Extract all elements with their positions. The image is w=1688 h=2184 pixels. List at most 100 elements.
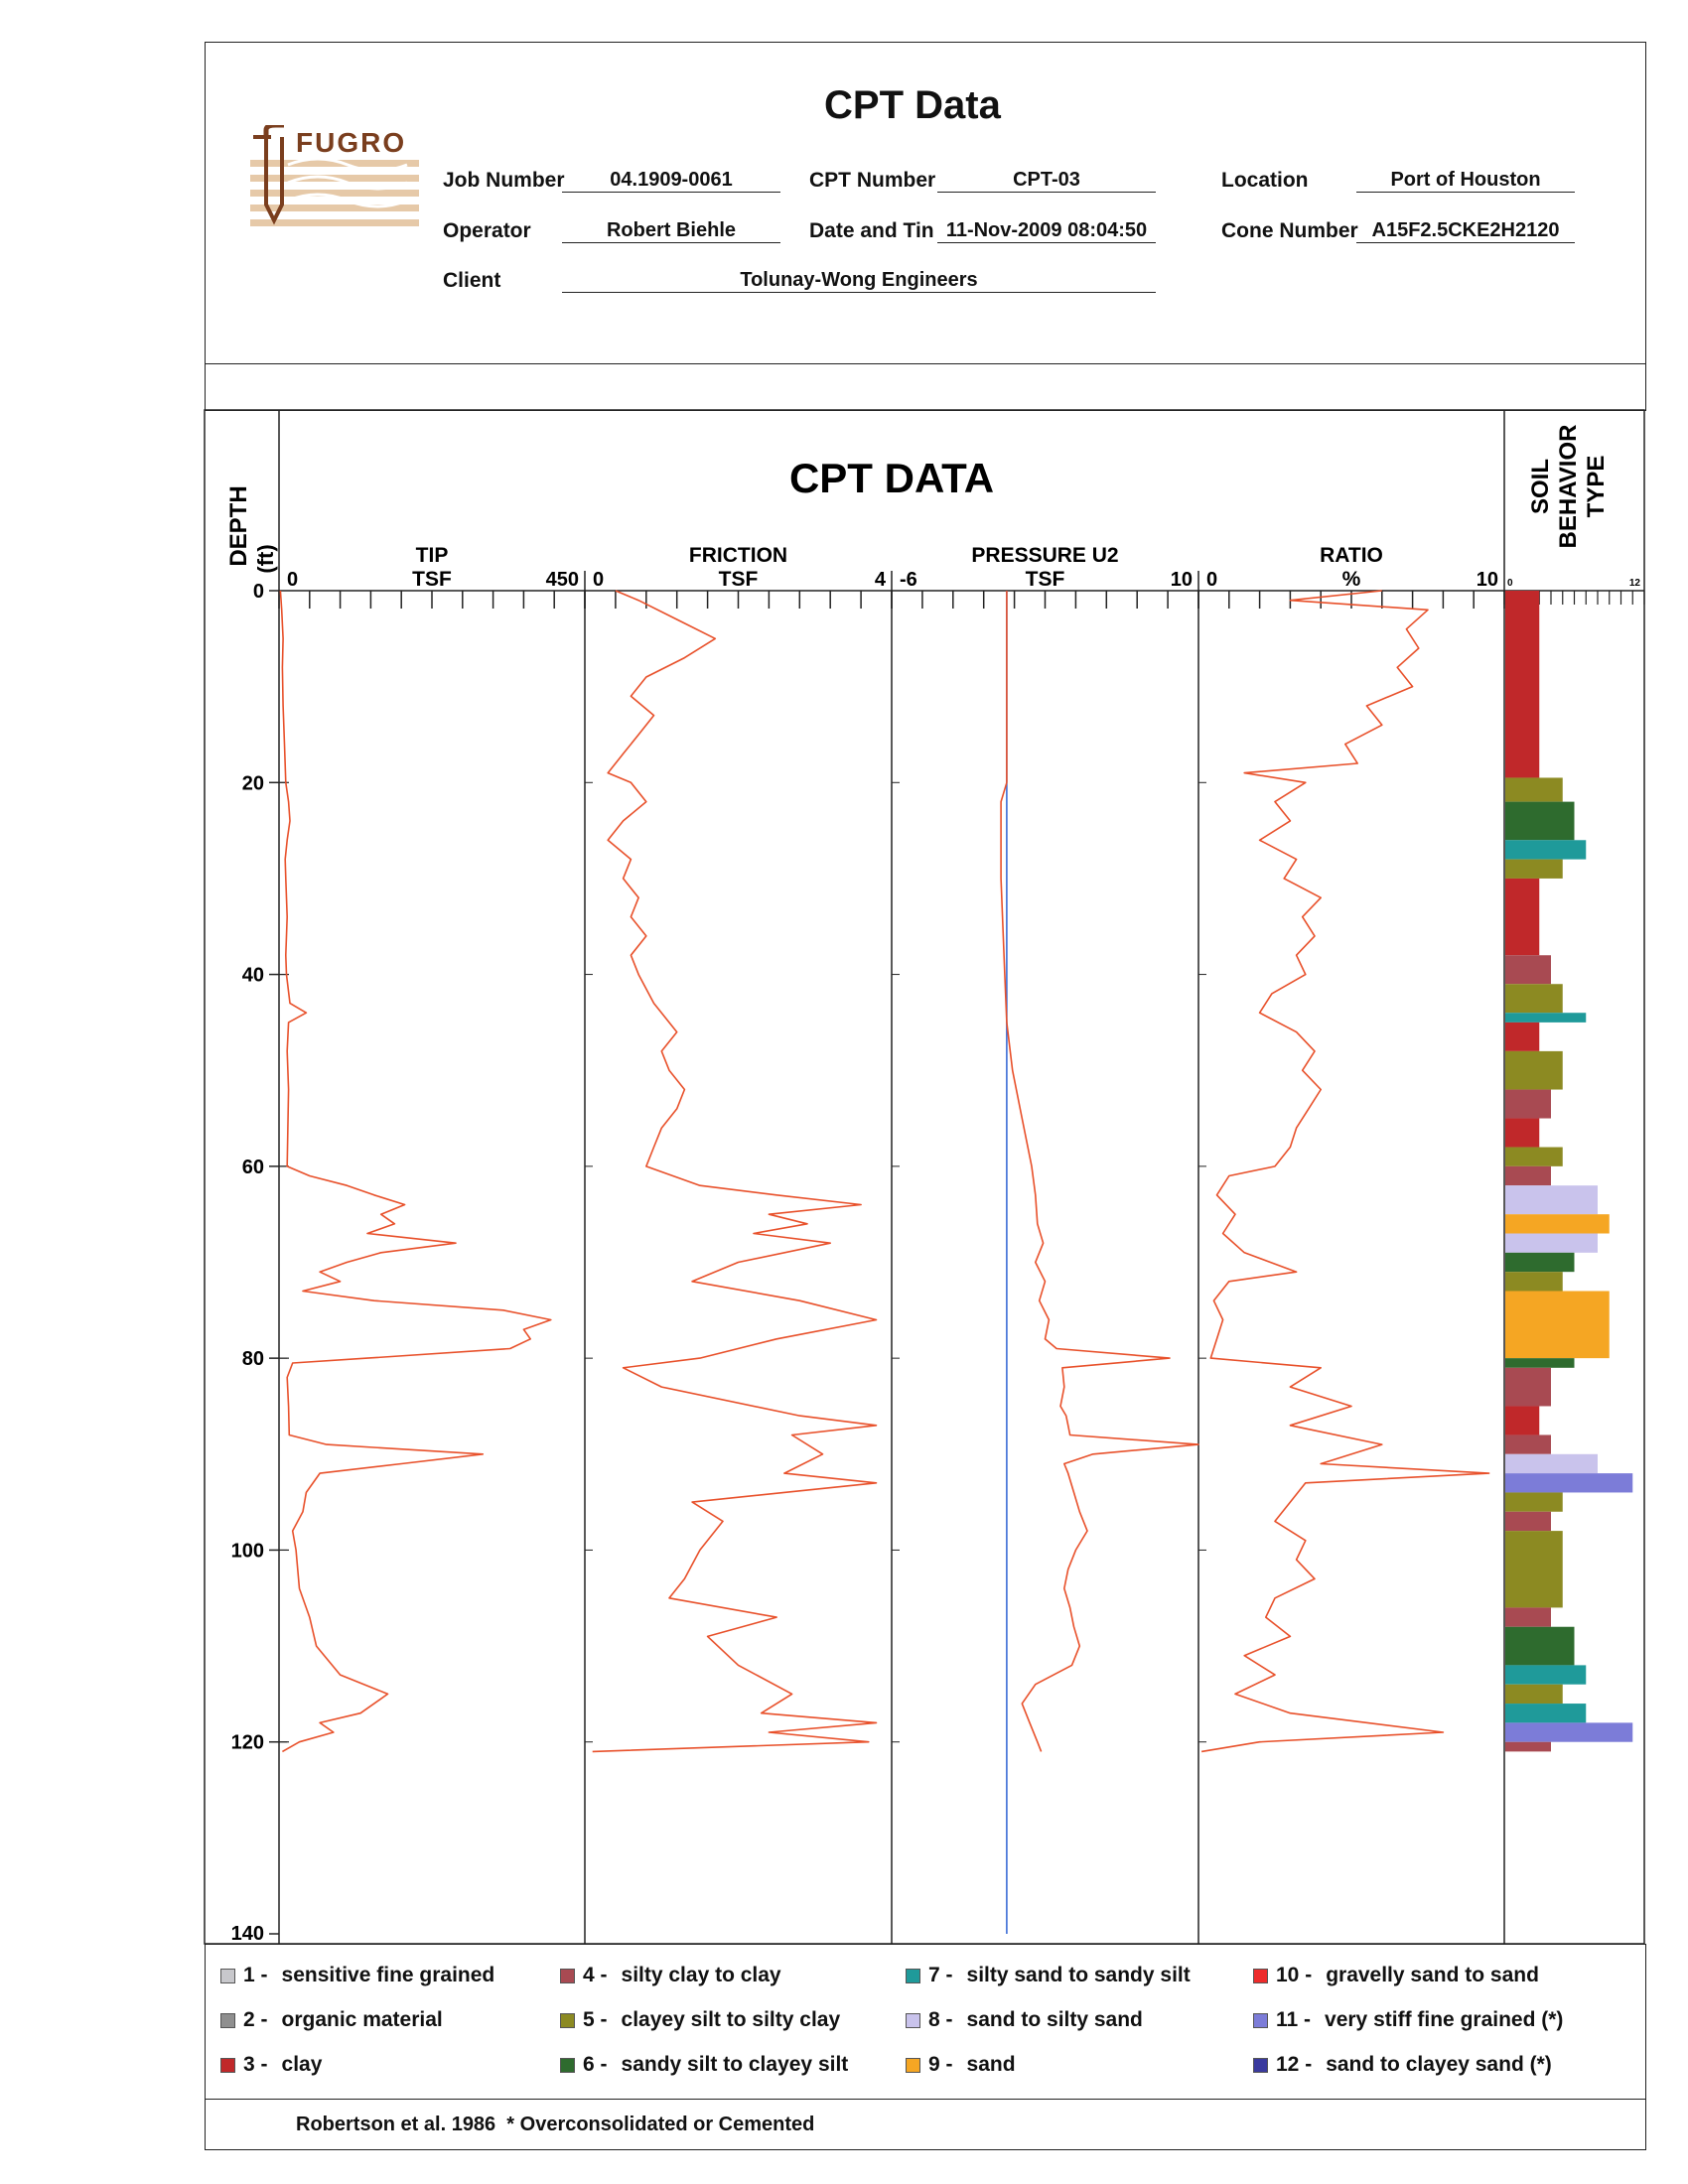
legend-swatch: [220, 2012, 235, 2028]
pressure-u2-panel-unit: TSF: [1026, 568, 1065, 591]
friction-panel-title: FRICTION: [689, 544, 787, 567]
legend-label: clay: [281, 2053, 323, 2076]
legend-number: 2 -: [243, 2008, 268, 2031]
legend-number: 11 -: [1276, 2008, 1312, 2031]
legend-box: [205, 1944, 1646, 2100]
legend-item: 3 - clay: [220, 2053, 322, 2077]
legend-label: silty sand to sandy silt: [966, 1964, 1191, 1986]
legend-swatch: [906, 2012, 920, 2028]
legend-item: 8 - sand to silty sand: [906, 2008, 1143, 2032]
legend-number: 7 -: [928, 1964, 953, 1986]
ratio-axis-min: 0: [1206, 569, 1217, 591]
ratio-panel-unit: %: [1342, 568, 1361, 591]
legend-item: 11 - very stiff fine grained (*): [1253, 2008, 1563, 2032]
pressure-u2-series-line: [1000, 591, 1199, 1752]
depth-tick-label: 20: [242, 772, 264, 794]
date-value: 11-Nov-2009 08:04:50: [937, 219, 1156, 243]
legend-number: 4 -: [583, 1964, 608, 1986]
legend-item: 7 - silty sand to sandy silt: [906, 1964, 1191, 1987]
legend-number: 5 -: [583, 2008, 608, 2031]
cpt-number-value: CPT-03: [937, 169, 1156, 193]
tip-axis-min: 0: [287, 569, 298, 591]
header-title: CPT Data: [824, 83, 1001, 127]
soil-type-bar: [1505, 1531, 1563, 1608]
soil-type-bar: [1505, 1626, 1575, 1666]
legend-item: 10 - gravelly sand to sand: [1253, 1964, 1539, 1987]
depth-tick-label: 40: [242, 965, 264, 987]
legend-swatch: [1253, 2057, 1268, 2073]
soil-type-bar: [1505, 1252, 1575, 1273]
soil-type-bar: [1505, 1434, 1551, 1454]
legend-swatch: [560, 2057, 575, 2073]
soil-type-bar: [1505, 1367, 1551, 1407]
legend-swatch: [1253, 1968, 1268, 1983]
friction-axis-max: 4: [875, 569, 887, 591]
soil-type-bar: [1505, 878, 1540, 956]
legend-label: sand: [966, 2053, 1016, 2076]
soil-type-bar: [1505, 1511, 1551, 1532]
soil-type-bar: [1505, 1453, 1598, 1474]
legend-label: sandy silt to clayey silt: [621, 2053, 849, 2076]
soil-panel-label-3: TYPE: [1583, 456, 1610, 518]
legend-number: 9 -: [928, 2053, 953, 2076]
legend-item: 12 - sand to clayey sand (*): [1253, 2053, 1552, 2077]
legend-swatch: [906, 2057, 920, 2073]
cone-number-value: A15F2.5CKE2H2120: [1356, 219, 1575, 243]
legend-label: gravelly sand to sand: [1326, 1964, 1539, 1986]
legend-number: 6 -: [583, 2053, 608, 2076]
soil-type-bar: [1505, 1291, 1610, 1359]
job-number-label: Job Number: [443, 169, 565, 192]
soil-type-bar: [1505, 1406, 1540, 1435]
location-value: Port of Houston: [1356, 169, 1575, 193]
depth-axis-label: DEPTH: [225, 485, 252, 566]
tip-axis-max: 450: [546, 569, 579, 591]
cone-number-label: Cone Number: [1221, 219, 1358, 242]
soil-type-bar: [1505, 840, 1587, 860]
legend-label: sand to silty sand: [966, 2008, 1143, 2031]
depth-tick-label: 60: [242, 1157, 264, 1178]
legend-label: very stiff fine grained (*): [1325, 2008, 1564, 2031]
soil-type-bar: [1505, 859, 1563, 879]
cpt-number-label: CPT Number: [809, 169, 936, 192]
soil-type-bar: [1505, 1704, 1587, 1723]
pressure-u2-axis-max: 10: [1171, 569, 1193, 591]
legend-item: 1 - sensitive fine grained: [220, 1964, 494, 1987]
friction-axis-min: 0: [593, 569, 604, 591]
soil-type-bar: [1505, 984, 1563, 1014]
footer-box: [205, 2098, 1646, 2150]
soil-type-bar: [1505, 1185, 1598, 1215]
legend-number: 8 -: [928, 2008, 953, 2031]
logo-text: FUGRO: [296, 127, 407, 158]
legend-swatch: [560, 1968, 575, 1983]
friction-series-line: [592, 590, 878, 1753]
soil-type-bar: [1505, 1022, 1540, 1051]
legend-item: 9 - sand: [906, 2053, 1016, 2077]
soil-type-bar: [1505, 591, 1540, 778]
soil-type-bar: [1505, 1165, 1551, 1186]
legend-item: 6 - sandy silt to clayey silt: [560, 2053, 848, 2077]
chart-frame: [204, 409, 1645, 1945]
depth-axis-unit: (ft): [253, 544, 278, 573]
depth-tick-label: 140: [231, 1923, 264, 1945]
job-number-value: 04.1909-0061: [562, 169, 780, 193]
legend-item: 2 - organic material: [220, 2008, 443, 2032]
soil-type-bar: [1505, 1214, 1610, 1234]
legend-swatch: [906, 1968, 920, 1983]
fugro-logo: FUGRO: [248, 122, 427, 234]
legend-item: 5 - clayey silt to silty clay: [560, 2008, 840, 2032]
legend-swatch: [220, 2057, 235, 2073]
soil-type-bar: [1505, 1233, 1598, 1253]
ratio-series-line: [1200, 590, 1490, 1753]
legend-swatch: [1253, 2012, 1268, 2028]
soil-type-bar: [1505, 1358, 1575, 1368]
soil-type-bar: [1505, 1492, 1563, 1512]
soil-type-bar: [1505, 955, 1551, 985]
depth-tick-label: 100: [231, 1540, 264, 1562]
tip-series-line: [279, 590, 552, 1753]
date-label: Date and Tin: [809, 219, 934, 242]
legend-swatch: [560, 2012, 575, 2028]
soil-axis-min: 0: [1507, 578, 1513, 589]
client-value: Tolunay-Wong Engineers: [562, 269, 1156, 293]
soil-type-bar: [1505, 1607, 1551, 1627]
tip-panel-unit: TSF: [412, 568, 452, 591]
